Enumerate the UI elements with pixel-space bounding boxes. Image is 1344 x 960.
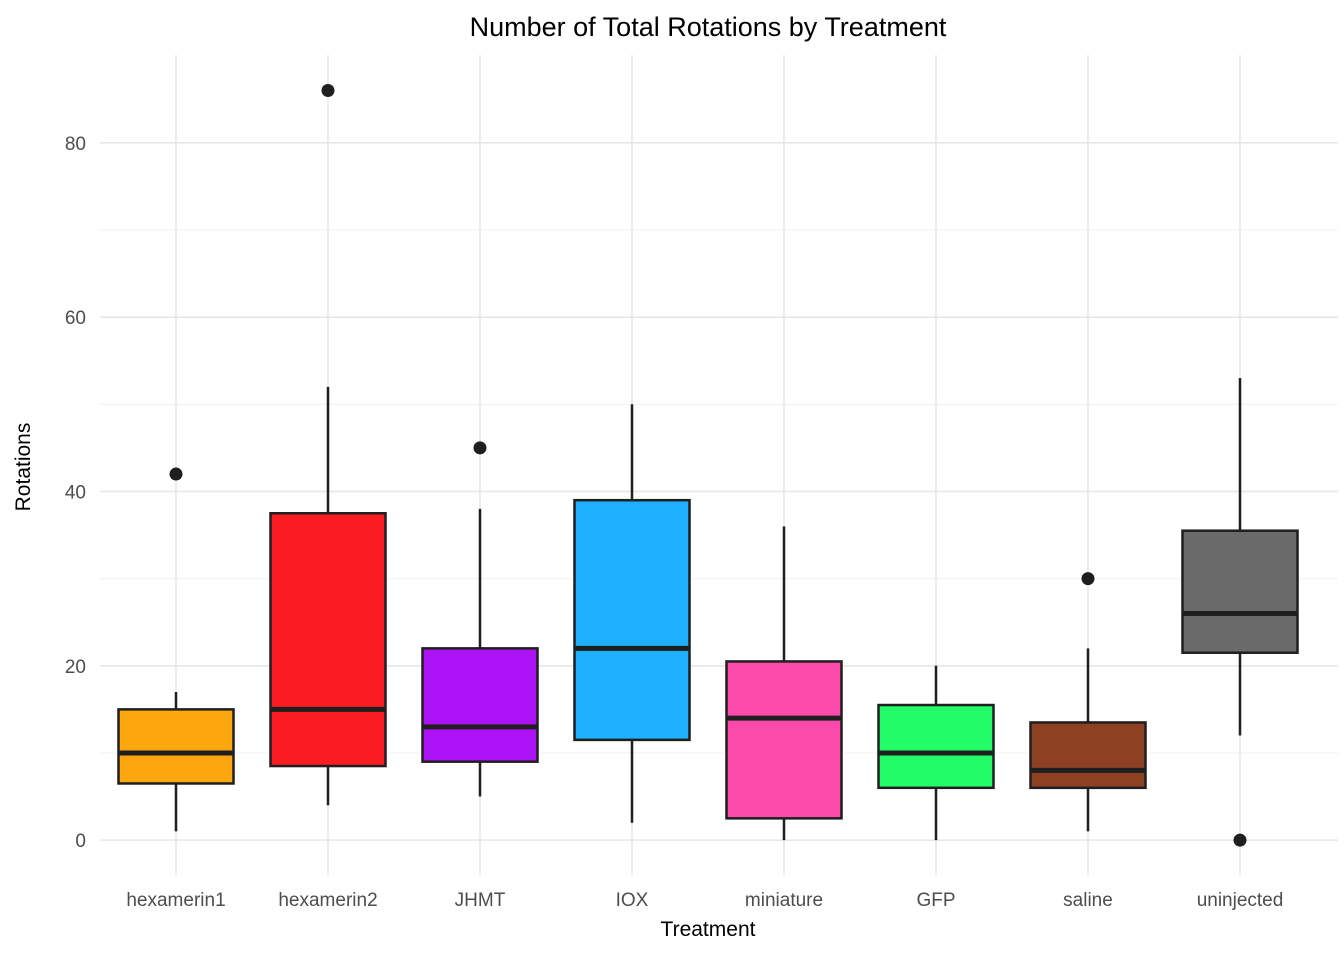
y-tick-label: 80 <box>65 134 86 155</box>
x-tick-label: uninjected <box>1197 890 1284 911</box>
x-tick-label: IOX <box>616 890 649 911</box>
outlier-point <box>169 467 183 481</box>
outlier-point <box>1233 833 1247 847</box>
chart-title: Number of Total Rotations by Treatment <box>469 12 947 42</box>
boxplot-box <box>1029 721 1147 790</box>
boxplot-box <box>877 703 995 790</box>
x-axis-title: Treatment <box>660 918 756 941</box>
y-tick-label: 0 <box>75 831 86 852</box>
x-tick-label: hexamerin2 <box>278 890 377 911</box>
y-tick-label: 40 <box>65 482 86 503</box>
boxplot-box <box>269 512 387 768</box>
y-tick-label: 60 <box>65 308 86 329</box>
boxplot-box <box>573 498 691 742</box>
x-tick-label: JHMT <box>455 890 506 911</box>
boxplot-box <box>117 708 235 785</box>
x-tick-label: miniature <box>745 890 823 911</box>
outlier-point <box>321 84 335 98</box>
outlier-point <box>1081 572 1095 586</box>
boxplot-box <box>1181 529 1299 654</box>
outlier-point <box>473 441 487 455</box>
x-tick-label: GFP <box>916 890 955 911</box>
y-tick-label: 20 <box>65 657 86 678</box>
x-tick-label: hexamerin1 <box>126 890 225 911</box>
boxplot-box <box>421 647 539 763</box>
x-tick-label: saline <box>1063 890 1113 911</box>
boxplot-box <box>725 660 843 820</box>
